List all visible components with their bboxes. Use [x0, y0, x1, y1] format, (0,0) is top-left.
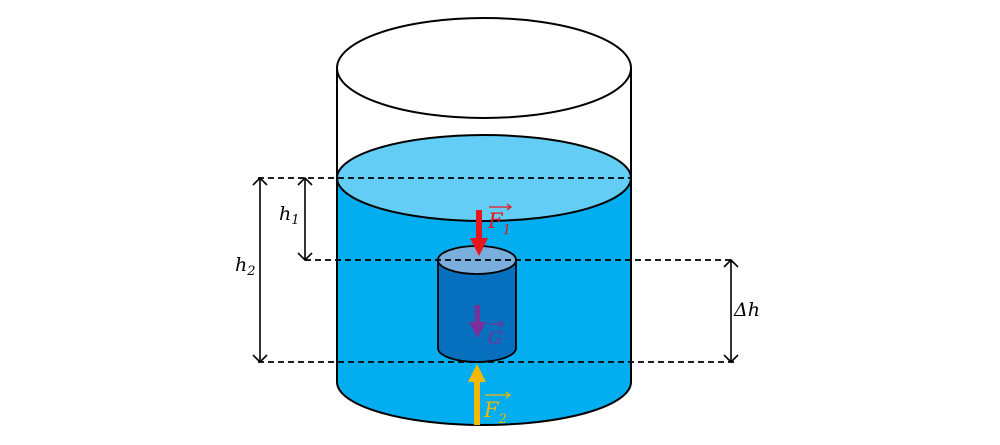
label-delta-h: Δh: [733, 299, 760, 321]
label-h2: h2: [235, 254, 256, 279]
container: [336, 17, 632, 178]
weight-g-arrow: [469, 305, 486, 338]
label-g: G: [488, 320, 504, 349]
container-rim: [336, 17, 632, 119]
svg-text:F1: F1: [487, 209, 511, 238]
svg-text:F2: F2: [483, 398, 507, 427]
label-f2: F2: [483, 391, 511, 427]
svg-text:G: G: [488, 328, 502, 349]
force-f2-arrow: [468, 364, 486, 425]
label-h1: h1: [279, 203, 300, 228]
submerged-cylinder: [437, 245, 517, 363]
label-f1: F1: [487, 203, 512, 238]
reference-lines: [258, 177, 735, 363]
force-f1-arrow: [470, 210, 488, 256]
